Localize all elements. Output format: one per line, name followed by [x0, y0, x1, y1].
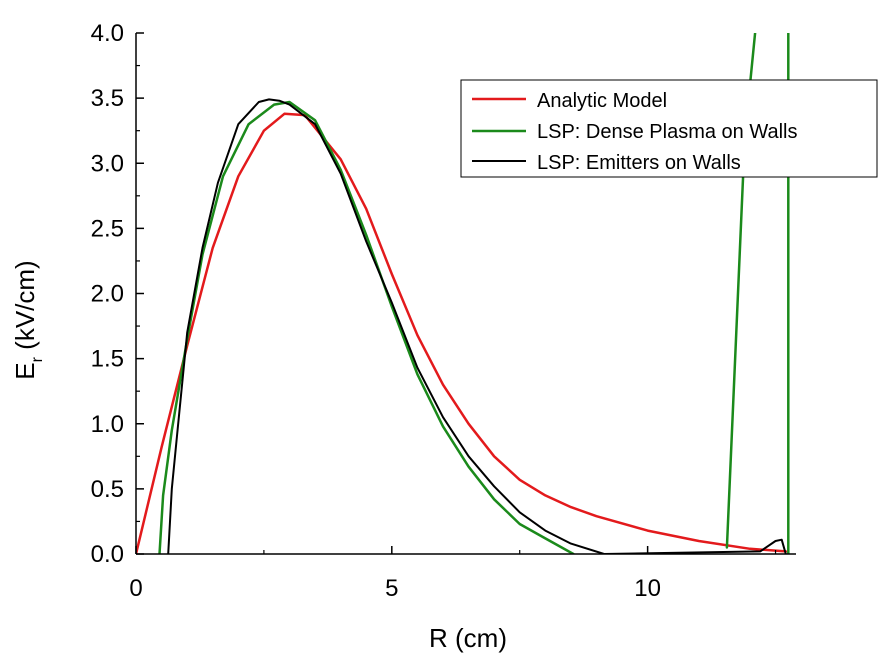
y-axis-title-rest: (kV/cm) [10, 260, 40, 357]
x-tick-label: 0 [129, 575, 142, 602]
x-axis-title: R (cm) [429, 623, 507, 653]
legend: Analytic Model LSP: Dense Plasma on Wall… [460, 79, 878, 178]
y-tick-label: 2.5 [91, 215, 124, 242]
series-emitters [167, 98, 787, 554]
y-axis-title-main: E [10, 362, 40, 379]
series-analytic-model [136, 112, 788, 554]
y-tick-label: 2.0 [91, 281, 124, 308]
legend-label-emitters: LSP: Emitters on Walls [537, 152, 741, 174]
y-tick-label: 4.0 [91, 20, 124, 47]
tick-layer: 0.0 0.5 1.0 1.5 2.0 2.5 3.0 3.5 4.0 0 5 10 [91, 20, 777, 602]
legend-label-dense-plasma: LSP: Dense Plasma on Walls [537, 121, 797, 143]
y-axis-title-subscript: r [29, 356, 46, 362]
y-tick-label: 1.0 [91, 411, 124, 438]
legend-label-analytic: Analytic Model [537, 90, 667, 112]
legend-box [460, 79, 878, 178]
y-tick-label: 3.5 [91, 85, 124, 112]
y-tick-label: 3.0 [91, 150, 124, 177]
x-tick-label: 10 [634, 575, 661, 602]
x-tick-label: 5 [385, 575, 398, 602]
y-axis-title: Er (kV/cm) [10, 260, 46, 379]
y-tick-label: 0.5 [91, 476, 124, 503]
y-tick-label: 0.0 [91, 541, 124, 568]
y-tick-label: 1.5 [91, 346, 124, 373]
